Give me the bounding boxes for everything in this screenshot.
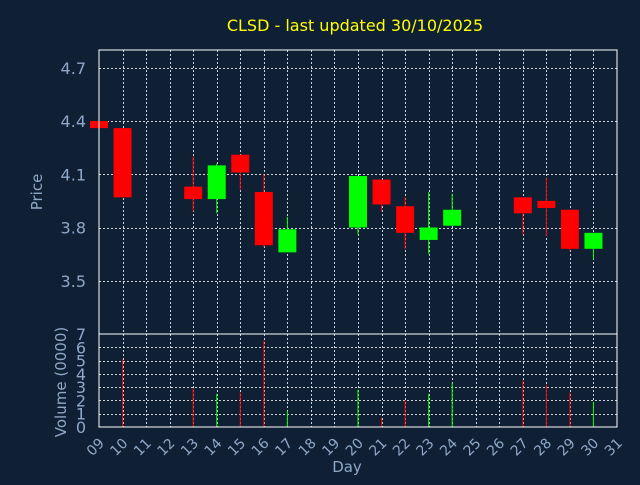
price-gridlines — [99, 50, 617, 334]
day-tick-label: 31 — [602, 436, 626, 460]
volume-bars — [122, 340, 594, 427]
day-tick-label: 29 — [555, 436, 579, 460]
day-tick-label: 14 — [202, 435, 226, 459]
day-tick-label: 24 — [437, 435, 461, 459]
candle-body — [560, 209, 579, 249]
candle-body — [349, 176, 367, 228]
candlesticks — [90, 121, 603, 260]
volume-tick-label: 2 — [76, 391, 86, 410]
day-tick-label: 23 — [414, 436, 438, 460]
day-tick-label: 27 — [508, 436, 532, 460]
candle-body — [584, 232, 603, 249]
day-tick-label: 22 — [390, 436, 414, 460]
candle — [396, 197, 415, 249]
candle — [537, 177, 556, 237]
volume-tick-label: 4 — [76, 365, 86, 384]
candle — [372, 179, 391, 212]
candle-body — [207, 165, 226, 200]
volume-tick-label: 6 — [76, 338, 86, 357]
volume-plot-frame — [98, 333, 618, 428]
day-tick-label: 15 — [225, 436, 249, 460]
day-tick-label: 12 — [155, 436, 179, 460]
day-tick-label: 09 — [84, 436, 108, 460]
candle — [113, 128, 132, 198]
day-axis-label: Day — [332, 458, 362, 476]
candle — [349, 176, 367, 235]
candle-body — [396, 206, 415, 233]
day-tick-label: 16 — [249, 435, 273, 459]
candle — [419, 192, 438, 255]
candle — [560, 209, 579, 251]
candle — [231, 154, 250, 191]
day-tick-label: 13 — [178, 436, 202, 460]
price-tick-label: 3.8 — [61, 219, 86, 238]
candle — [443, 193, 462, 226]
candle-body — [254, 192, 273, 246]
day-tick-label: 28 — [531, 436, 555, 460]
candle — [254, 174, 273, 248]
candle-body — [513, 197, 532, 214]
price-tick-label: 4.4 — [61, 112, 86, 131]
day-tick-labels: 09 10 11 12 13 14 15 16 17 18 19 20 21 22 23 24 25 26 27 28… — [84, 435, 626, 459]
candle-body — [537, 200, 556, 208]
candle-body — [231, 154, 250, 173]
day-tick-label: 20 — [343, 436, 367, 460]
candle-body — [113, 128, 132, 198]
day-tick-label: 11 — [131, 436, 155, 460]
candle — [184, 156, 203, 212]
price-axis-label: Price — [28, 174, 46, 211]
candle-body — [419, 227, 438, 240]
candle-body — [372, 179, 391, 205]
candle-body — [278, 229, 297, 253]
day-tick-label: 25 — [461, 436, 485, 460]
price-tick-label: 4.1 — [61, 165, 86, 184]
day-tick-label: 18 — [296, 436, 320, 460]
volume-tick-label: 1 — [76, 405, 86, 424]
candle — [584, 232, 603, 260]
candle-body — [184, 186, 203, 200]
day-tick-label: 17 — [272, 436, 296, 460]
price-tick-labels: 3.5 3.8 4.1 4.4 4.7 — [61, 59, 86, 291]
chart-title: CLSD - last updated 30/10/2025 — [227, 16, 483, 35]
volume-tick-label: 7 — [76, 325, 86, 344]
day-tick-label: 19 — [319, 436, 343, 460]
volume-tick-label: 0 — [76, 418, 86, 437]
volume-tick-label: 3 — [76, 378, 86, 397]
candle-body — [443, 209, 462, 226]
candle — [278, 216, 297, 253]
day-tick-label: 30 — [578, 436, 602, 460]
candle — [513, 197, 532, 235]
price-tick-label: 3.5 — [61, 272, 86, 291]
day-tick-label: 10 — [107, 436, 131, 460]
day-tick-label: 21 — [366, 436, 390, 460]
candle — [207, 163, 226, 214]
volume-axis-label: Volume (0000) — [52, 327, 70, 437]
volume-tick-label: 5 — [76, 352, 86, 371]
day-tick-label: 26 — [484, 435, 508, 459]
price-tick-label: 4.7 — [61, 59, 86, 78]
